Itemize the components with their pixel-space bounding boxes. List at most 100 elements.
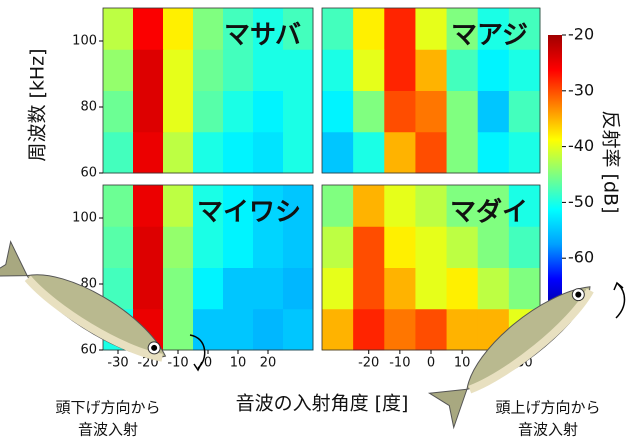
heatmap-cell (163, 91, 194, 133)
heatmap-cell (322, 91, 354, 133)
annotation: 頭上げ方向から (495, 399, 600, 417)
annotation: 頭下げ方向から (55, 399, 160, 417)
heatmap-cell (415, 8, 447, 50)
heatmap-cell (163, 309, 194, 351)
heatmap-cell (163, 226, 194, 268)
heatmap-cell (193, 226, 224, 268)
heatmap-cell (384, 91, 416, 133)
heatmap-cell (283, 309, 314, 351)
heatmap-cell (447, 309, 479, 351)
arrow-head (194, 362, 202, 370)
heatmap-cell (478, 132, 510, 174)
heatmap-cell (193, 8, 224, 50)
heatmap-cell (353, 49, 385, 91)
colorbar-tick-label: -50 (568, 192, 594, 211)
heatmap-cell (384, 268, 416, 310)
heatmap-cell (103, 226, 134, 268)
heatmap-cell (103, 49, 134, 91)
heatmap-cell (253, 268, 284, 310)
heatmap-cell (447, 132, 479, 174)
heatmap-cell (193, 91, 224, 133)
heatmap-cell (103, 91, 134, 133)
heatmap-cell (509, 268, 541, 310)
heatmap-cell (103, 185, 134, 227)
heatmap-cell (253, 132, 284, 174)
heatmap-cell (133, 132, 164, 174)
heatmap-cell (253, 309, 284, 351)
heatmap-cell (353, 91, 385, 133)
heatmap-cell (353, 268, 385, 310)
heatmap-cell (133, 185, 164, 227)
heatmap-cell (509, 49, 541, 91)
heatmap-cell (415, 185, 447, 227)
heatmap-cell (384, 309, 416, 351)
x-tick-label: -20 (358, 356, 379, 371)
heatmap-cell (283, 49, 314, 91)
heatmap-cell (103, 132, 134, 174)
heatmap-cell (133, 8, 164, 50)
heatmap-cell (223, 49, 254, 91)
colorbar-tick-label: -60 (568, 248, 594, 267)
heatmap-cell (253, 91, 284, 133)
annotation: 音波入射 (78, 421, 138, 439)
heatmap-cell (322, 49, 354, 91)
panel-title: マダイ (450, 197, 528, 228)
heatmap-cell (322, 226, 354, 268)
x-tick-label: 20 (260, 356, 277, 371)
heatmap-cell (193, 268, 224, 310)
heatmap-cell (384, 226, 416, 268)
heatmap-cell (384, 8, 416, 50)
y-axis-label: 周波数 [kHz] (27, 48, 49, 161)
heatmap-cell (322, 8, 354, 50)
heatmap-cell (447, 49, 479, 91)
heatmap-cell (384, 132, 416, 174)
heatmap-cell (447, 268, 479, 310)
heatmap-cell (133, 226, 164, 268)
colorbar-tick-label: -30 (568, 80, 594, 99)
heatmap-cell (133, 268, 164, 310)
heatmap-cell (133, 91, 164, 133)
heatmap-cell (415, 309, 447, 351)
panel-title: マアジ (451, 21, 528, 51)
heatmap-cell (163, 49, 194, 91)
heatmap-cell (447, 226, 479, 268)
heatmap-cell (322, 309, 354, 351)
heatmap-cell (478, 49, 510, 91)
heatmap-cell (223, 268, 254, 310)
heatmap-cell (193, 132, 224, 174)
heatmap-cell (283, 268, 314, 310)
heatmap-cell (415, 49, 447, 91)
y-tick-label: 100 (72, 211, 97, 226)
heatmap-cell (253, 49, 284, 91)
x-tick-label: 10 (454, 356, 471, 371)
heatmap-cell (353, 309, 385, 351)
heatmap-cell (103, 8, 134, 50)
heatmap-cell (509, 91, 541, 133)
heatmap-cell (163, 132, 194, 174)
colorbar-tick-label: -40 (568, 136, 594, 155)
y-tick-label: 60 (80, 166, 97, 181)
heatmap-cell (283, 132, 314, 174)
y-tick-label: 80 (80, 100, 97, 115)
heatmap-cell (223, 132, 254, 174)
heatmap-cell (447, 91, 479, 133)
heatmap-cell (353, 132, 385, 174)
heatmap-cell (193, 49, 224, 91)
heatmap-cell (223, 91, 254, 133)
arrow (616, 284, 625, 318)
heatmap-cell (253, 226, 284, 268)
heatmap-cell (478, 91, 510, 133)
heatmap-cell (163, 185, 194, 227)
heatmap-cell (353, 226, 385, 268)
annotation: 音波入射 (518, 421, 578, 439)
x-tick-label: -30 (107, 356, 128, 371)
x-tick-label: -10 (167, 356, 188, 371)
x-axis-label: 音波の入射角度 [度] (236, 393, 409, 415)
heatmap-cell (163, 8, 194, 50)
colorbar-tick-label: -20 (568, 25, 594, 44)
heatmap-cell (509, 226, 541, 268)
heatmap-cell (322, 268, 354, 310)
heatmap-cell (353, 8, 385, 50)
colorbar (548, 35, 562, 314)
figure: マサバ6080100マアジマイワシ6080100-30-20-1001020マダ… (0, 0, 636, 443)
